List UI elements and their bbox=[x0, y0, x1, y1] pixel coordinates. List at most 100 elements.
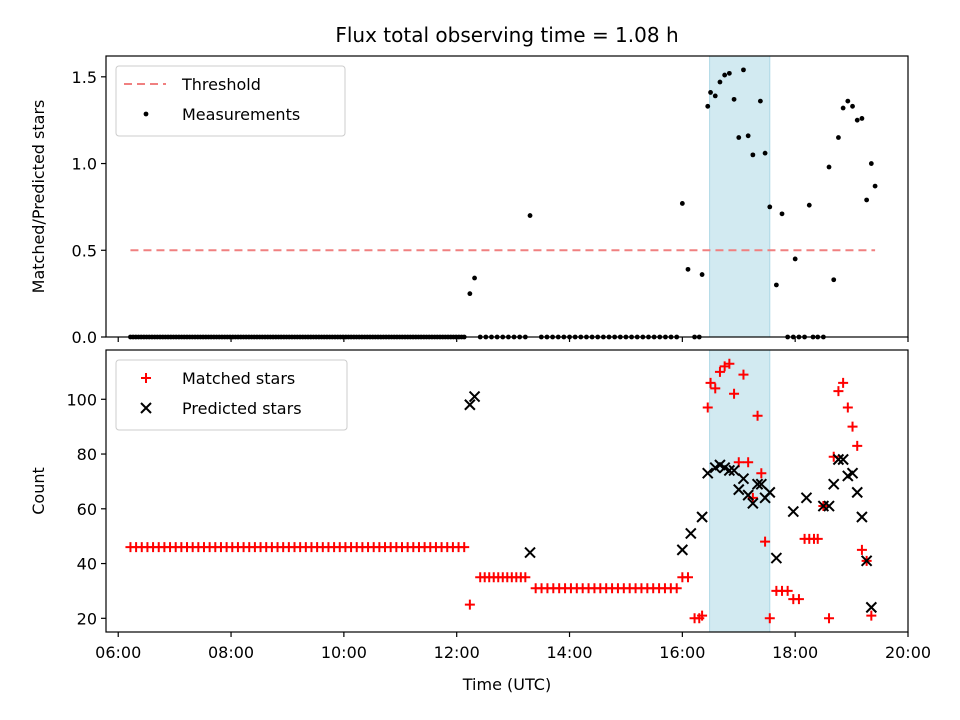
data-point bbox=[731, 96, 737, 102]
x-tick-label: 16:00 bbox=[659, 643, 705, 662]
legend-box bbox=[115, 359, 348, 431]
x-tick-label: 20:00 bbox=[885, 643, 931, 662]
y-tick-label: 0.5 bbox=[72, 241, 97, 260]
legend-label: Predicted stars bbox=[182, 399, 302, 418]
data-point bbox=[464, 599, 475, 610]
top-panel: 0.0 0.5 1.0 1.5 Matched/Predicted stars Thres… bbox=[29, 55, 909, 347]
y-tick-label: 100 bbox=[66, 390, 97, 409]
data-point bbox=[850, 103, 855, 109]
x-tick-label: 06:00 bbox=[95, 643, 141, 662]
data-point bbox=[760, 536, 771, 547]
data-point bbox=[705, 103, 711, 109]
data-point bbox=[836, 135, 841, 140]
data-point bbox=[840, 105, 846, 111]
data-point bbox=[823, 500, 835, 512]
data-point bbox=[736, 135, 742, 140]
data-point bbox=[745, 133, 751, 139]
data-point bbox=[714, 366, 725, 377]
data-point bbox=[729, 388, 740, 399]
data-point bbox=[854, 117, 860, 123]
highlight-band bbox=[709, 55, 771, 338]
data-point bbox=[837, 453, 849, 466]
data-point bbox=[712, 93, 718, 99]
data-point bbox=[459, 542, 470, 553]
data-point bbox=[864, 197, 870, 203]
data-point bbox=[824, 613, 835, 624]
data-point bbox=[764, 486, 776, 499]
data-point bbox=[866, 610, 877, 621]
data-point bbox=[865, 601, 878, 614]
data-point bbox=[524, 546, 536, 559]
data-point bbox=[722, 72, 728, 78]
data-point bbox=[737, 472, 750, 485]
data-point bbox=[527, 213, 533, 218]
data-point bbox=[860, 555, 873, 567]
data-point bbox=[685, 266, 691, 272]
y-tick-label: 40 bbox=[77, 555, 97, 574]
x-tick-label: 18:00 bbox=[772, 643, 818, 662]
data-point bbox=[697, 610, 708, 621]
data-point bbox=[708, 90, 713, 95]
data-point bbox=[831, 277, 837, 283]
legend-label: Measurements bbox=[182, 105, 300, 124]
data-point bbox=[773, 282, 779, 288]
data-point bbox=[743, 457, 754, 468]
legend-marker bbox=[141, 373, 151, 383]
data-point bbox=[699, 272, 705, 277]
series-predicted-stars bbox=[464, 390, 878, 614]
data-point bbox=[717, 79, 723, 85]
data-point bbox=[723, 464, 736, 477]
data-point bbox=[770, 552, 783, 564]
data-point bbox=[676, 544, 689, 556]
data-point bbox=[856, 544, 867, 555]
y-tick-label: 1.5 bbox=[72, 68, 97, 87]
chart-title: Flux total observing time = 1.08 h bbox=[335, 23, 678, 47]
data-point bbox=[757, 98, 763, 104]
data-point bbox=[782, 585, 793, 596]
data-point bbox=[671, 583, 682, 594]
data-point bbox=[832, 453, 845, 466]
y-tick-label: 60 bbox=[77, 500, 97, 519]
legend-marker bbox=[140, 402, 152, 414]
data-point bbox=[464, 399, 476, 411]
y-tick-label: 1.0 bbox=[72, 155, 97, 174]
x-tick-label: 12:00 bbox=[434, 643, 480, 662]
data-point bbox=[787, 505, 800, 518]
data-point bbox=[728, 464, 740, 477]
data-point bbox=[752, 410, 763, 421]
data-point bbox=[467, 291, 473, 297]
data-point bbox=[696, 511, 708, 523]
y-tick-label: 0.0 bbox=[72, 328, 97, 347]
x-axis-label: Time (UTC) bbox=[462, 675, 551, 694]
y-axis-label: Matched/Predicted stars bbox=[29, 100, 48, 294]
y-tick-label: 20 bbox=[77, 609, 97, 628]
data-point bbox=[710, 383, 721, 394]
bottom-panel: 20 40 60 80 100 Count 06:00 08:00 10:00 12:00 14:0… bbox=[29, 349, 931, 662]
plot-frame bbox=[105, 55, 909, 338]
data-point bbox=[682, 572, 693, 583]
data-point bbox=[838, 377, 849, 388]
series-matched-stars bbox=[125, 358, 877, 624]
data-point bbox=[472, 275, 477, 281]
data-point bbox=[851, 486, 863, 499]
data-point bbox=[826, 164, 832, 170]
data-point bbox=[847, 421, 858, 432]
data-point bbox=[702, 402, 713, 413]
data-point bbox=[679, 201, 685, 206]
data-point bbox=[726, 70, 732, 76]
data-point bbox=[806, 202, 812, 208]
x-tick-label: 08:00 bbox=[208, 643, 254, 662]
data-point bbox=[520, 572, 531, 583]
legend-label: Threshold bbox=[181, 75, 261, 94]
data-point bbox=[868, 161, 874, 166]
data-point bbox=[762, 150, 768, 156]
data-point bbox=[845, 98, 851, 104]
data-point bbox=[747, 497, 759, 510]
data-point bbox=[756, 468, 767, 479]
data-point bbox=[793, 594, 804, 605]
data-point bbox=[833, 386, 844, 397]
legend-label: Matched stars bbox=[182, 369, 295, 388]
data-point bbox=[779, 211, 785, 217]
data-point bbox=[859, 116, 865, 121]
